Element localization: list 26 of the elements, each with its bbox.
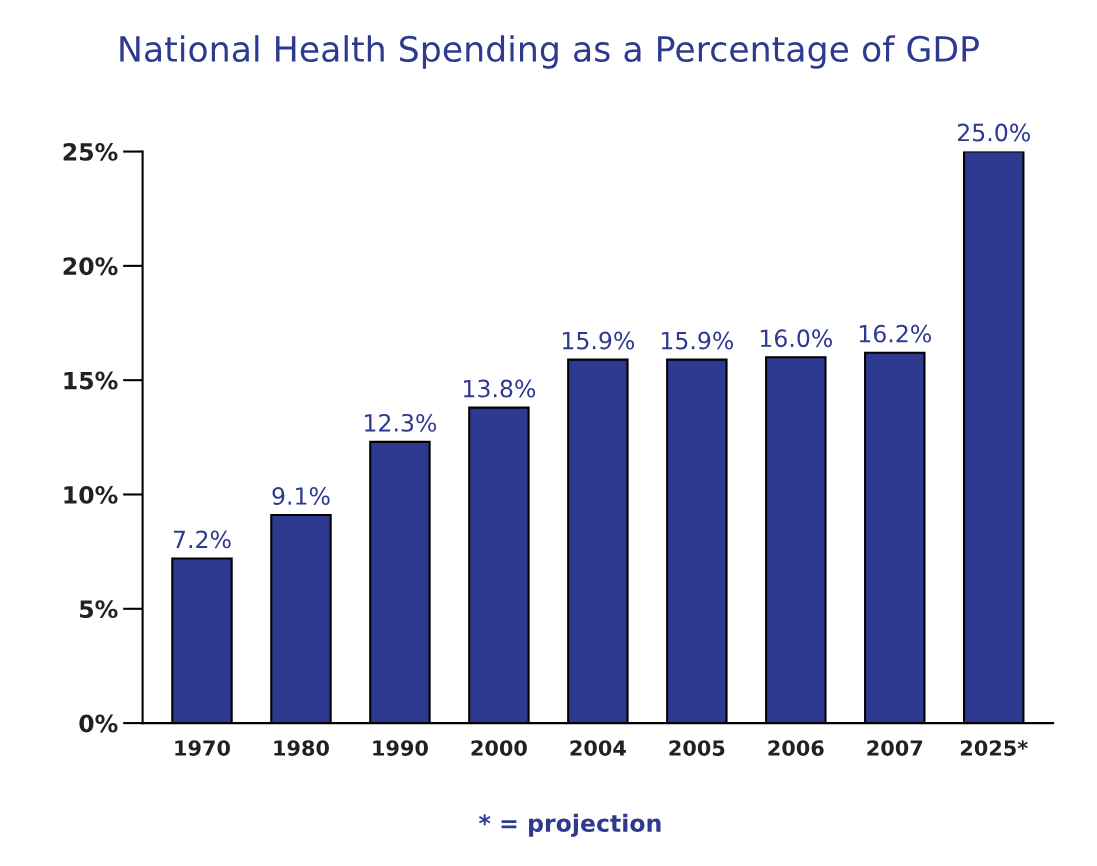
x-tick-label: 2006 <box>768 740 824 756</box>
data-label: 9.1% <box>272 487 330 505</box>
x-tick-label: 2005 <box>669 740 725 756</box>
data-label: 16.0% <box>760 329 832 348</box>
y-tick-label: 25% <box>63 143 118 161</box>
y-tick-label: 20% <box>63 257 118 276</box>
x-tick-label: 2000 <box>471 740 527 756</box>
data-label: 7.2% <box>173 530 231 549</box>
data-label: 15.9% <box>562 331 635 350</box>
data-label: 15.9% <box>661 331 734 350</box>
x-tick-label: 2004 <box>570 740 626 756</box>
x-tick-label: 2025* <box>960 740 1028 756</box>
x-tick-label: 1980 <box>274 740 329 756</box>
data-label: 12.3% <box>365 413 437 432</box>
data-label: 16.2% <box>859 324 931 343</box>
y-tick-label: 15% <box>64 371 118 390</box>
data-label: 13.8% <box>463 379 536 398</box>
x-tick-label: 1990 <box>373 740 428 756</box>
x-tick-label: 1970 <box>175 740 230 756</box>
chart-title: National Health Spending as a Percentage of GDP <box>120 35 979 69</box>
data-label: 25.0% <box>957 123 1030 142</box>
text: * = projection <box>478 813 661 837</box>
x-tick-label: 2007 <box>867 740 923 756</box>
y-tick-label: 0% <box>79 714 118 733</box>
y-tick-label: 5% <box>80 600 118 619</box>
y-tick-label: 10% <box>64 485 118 504</box>
